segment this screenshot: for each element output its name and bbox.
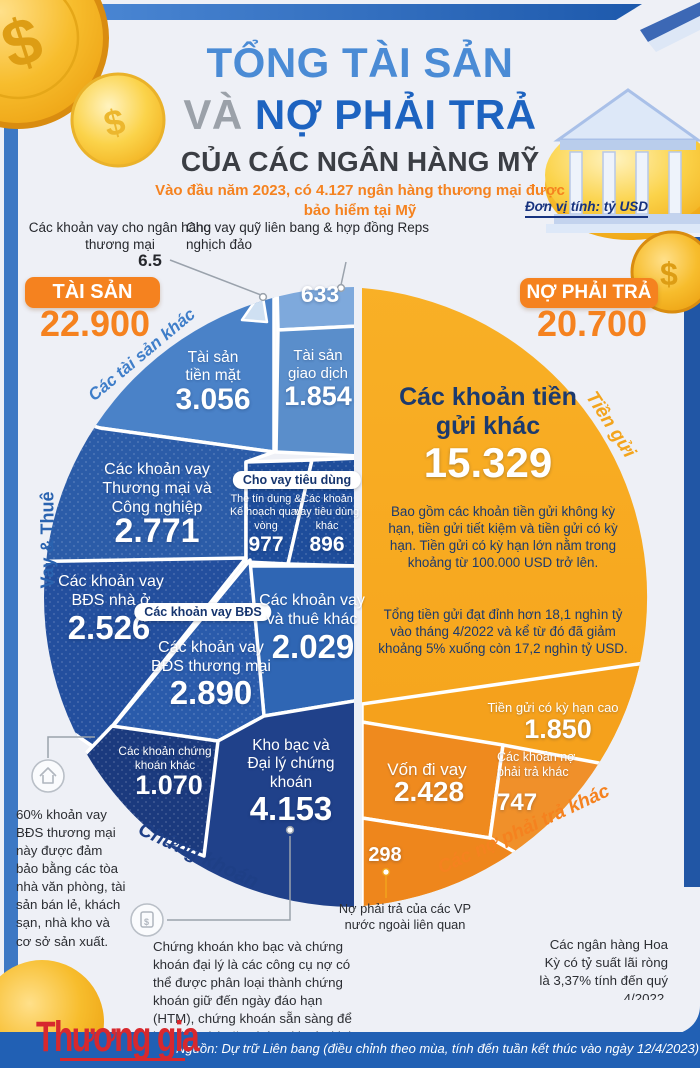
re-loans-pill: Các khoản vay BĐS: [134, 603, 272, 621]
svg-text:$: $: [144, 917, 149, 927]
title-liabilities: NỢ PHẢI TRẢ: [254, 91, 537, 138]
securities-document-icon: $: [130, 903, 164, 937]
callout-dot-treasury: [285, 825, 295, 835]
header-note: Vào đầu năm 2023, có 4.127 ngân hàng thư…: [155, 182, 565, 219]
callout-bank-loans-label: Các khoản vay cho ngân hàng thương mại: [28, 220, 212, 252]
cash-assets-value: 3.056: [175, 383, 251, 416]
securities-other-label: Các khoản chứng khoán khác: [118, 744, 212, 773]
commercial-re-value: 2.890: [169, 674, 253, 711]
source-note: Nguồn: Dự trữ Liên bang (điều chỉnh theo…: [176, 1041, 700, 1056]
house-icon: [31, 759, 65, 793]
borrowed-label: Vốn đi vay: [387, 760, 467, 779]
cash-assets-label: Tài sản tiền mặt: [185, 349, 241, 385]
commercial-re-label: Các khoản vay BĐS thương mại: [151, 639, 271, 675]
callout-lines: [47, 259, 347, 921]
re-note: 60% khoản vay BĐS thương mại này được đả…: [16, 807, 126, 949]
large-time-label: Tiền gửi có kỳ hạn cao: [487, 700, 619, 715]
page-title-line2: VÀ NỢ PHẢI TRẢ: [183, 94, 536, 136]
callout-dot-foreign: [381, 867, 391, 877]
large-time-value: 1.850: [524, 714, 592, 744]
foreign-office-callout: Nợ phải trả của các VP nước ngoài liên q…: [338, 901, 472, 932]
brand-logo: Thương gia: [36, 1014, 200, 1062]
svg-text:$: $: [660, 256, 678, 292]
treasury-value: 4.153: [249, 790, 333, 827]
securities-other-value: 1.070: [135, 770, 203, 800]
page-title-line3: CỦA CÁC NGÂN HÀNG MỸ: [180, 146, 540, 177]
trading-assets-value: 1.854: [284, 381, 352, 411]
liabilities-badge: NỢ PHẢI TRẢ: [520, 278, 658, 308]
trading-assets-label: Tài sản giao dịch: [287, 347, 349, 382]
consumer-other-value: 896: [309, 533, 345, 556]
deposits-desc1: Bao gồm các khoản tiền gửi không kỳ hạn,…: [388, 504, 618, 571]
margin-note: Các ngân hàng Hoa Kỳ có tỷ suất lãi ròng…: [539, 937, 668, 1007]
foreign-office-value: 298: [368, 844, 402, 866]
page-title-line1: TỔNG TÀI SẢN: [206, 39, 514, 86]
consumer-loans-pill: Cho vay tiêu dùng: [232, 471, 362, 489]
footer-bar: [0, 1032, 700, 1068]
lease-loans-value: 2.029: [271, 628, 355, 665]
segment-fed-funds: [274, 287, 354, 332]
ci-loans-value: 2.771: [114, 512, 200, 550]
deposits-value: 15.329: [423, 439, 553, 486]
liabilities-total: 20.700: [536, 303, 648, 344]
logo-underline: [60, 1058, 185, 1061]
segment-trading-assets: [274, 324, 354, 458]
other-liabilities-value: 747: [497, 789, 538, 816]
borrowed-value: 2.428: [393, 776, 465, 807]
deposits-label: Các khoản tiền gửi khác: [399, 383, 577, 440]
callout-bank-loans-value: 6.5: [138, 251, 162, 270]
callout-dot-bank-loans: [258, 292, 268, 302]
fed-funds-value: 633: [300, 281, 340, 307]
books-decoration: [640, 2, 700, 52]
right-edge-bar: [684, 237, 700, 887]
coin-small-icon: $: [70, 72, 166, 168]
credit-cards-value: 977: [248, 533, 284, 556]
left-edge-bar: [4, 0, 18, 1032]
credit-cards-label: Thẻ tín dụng & Kế hoạch quay vòng: [229, 493, 303, 532]
residential-re-label: Các khoản vay BĐS nhà ở: [58, 573, 164, 609]
unit-note: Đơn vị tính: tỷ USD: [524, 199, 648, 218]
treasury-label: Kho bạc và Đại lý chứng khoán: [247, 737, 335, 791]
footer-corner-curve: [600, 1000, 700, 1034]
other-liabilities-label: Các khoản nợ phải trả khác: [497, 750, 576, 780]
callout-fed-label: Cho vay quỹ liên bang & hợp đồng Reps ng…: [186, 220, 430, 252]
assets-badge: TÀI SẢN: [25, 277, 160, 308]
bank-icon: [545, 88, 700, 240]
group-loans-label: Vay & Thuê: [37, 491, 58, 589]
ci-loans-label: Các khoản vay Thương mại và Công nghiệp: [102, 461, 212, 516]
lease-loans-label: Các khoản vay và thuê khác: [259, 592, 365, 628]
callout-dot-fed: [336, 283, 346, 293]
title-and: VÀ: [183, 91, 243, 138]
top-strip: [90, 4, 642, 20]
assets-total: 22.900: [39, 303, 151, 344]
deposits-desc2: Tổng tiền gửi đạt đỉnh hơn 18,1 nghìn tỷ…: [378, 607, 628, 657]
consumer-other-label: Các khoản vay tiêu dùng khác: [294, 493, 360, 532]
